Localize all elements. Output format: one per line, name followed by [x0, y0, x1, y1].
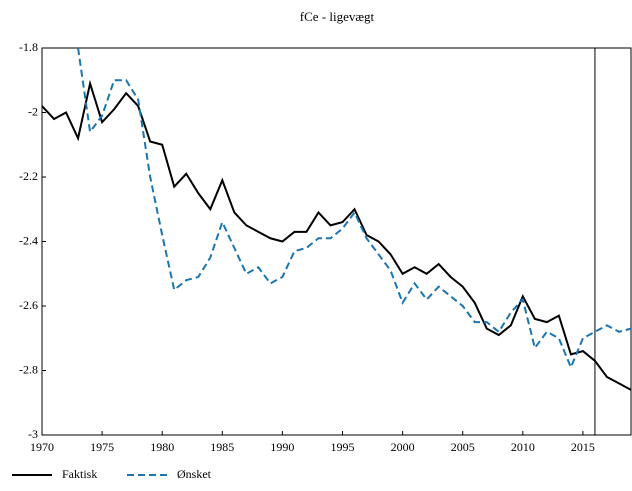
y-tick-label: -3 [28, 427, 38, 441]
x-tick-label: 2005 [451, 440, 475, 454]
x-tick-label: 1990 [270, 440, 294, 454]
x-tick-label: 1970 [30, 440, 54, 454]
x-tick-label: 2015 [571, 440, 595, 454]
x-tick-label: 1975 [90, 440, 114, 454]
y-tick-label: -2.4 [19, 233, 38, 247]
legend-label: Ønsket [177, 467, 212, 481]
legend-label: Faktisk [62, 467, 97, 481]
y-tick-label: -2 [28, 104, 38, 118]
x-tick-label: 1995 [331, 440, 355, 454]
y-tick-label: -1.8 [19, 40, 38, 54]
chart-title: fCe - ligevægt [300, 9, 375, 24]
plot-frame [41, 47, 632, 436]
y-tick-label: -2.2 [19, 169, 38, 183]
x-tick-label: 2010 [511, 440, 535, 454]
series-line [77, 48, 631, 370]
x-tick-label: 1980 [150, 440, 174, 454]
x-tick-label: 1985 [210, 440, 234, 454]
series-line [42, 79, 631, 391]
x-tick-label: 2000 [391, 440, 415, 454]
y-tick-label: -2.8 [19, 362, 38, 376]
y-tick-label: -2.6 [19, 298, 38, 312]
